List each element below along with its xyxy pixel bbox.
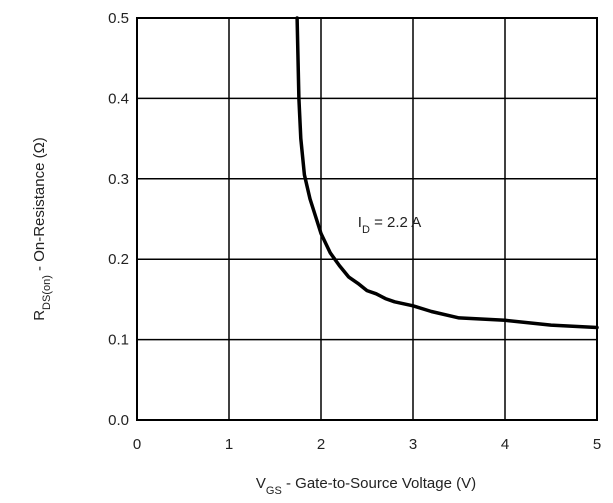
series-line — [295, 16, 599, 330]
y-tick-label: 0.3 — [108, 171, 129, 188]
y-tick-label: 0.4 — [108, 90, 129, 107]
x-tick-labels: 0 1 2 3 4 5 — [133, 436, 601, 453]
y-tick-label: 0.5 — [108, 10, 129, 27]
y-tick-labels: 0.0 0.1 0.2 0.3 0.4 0.5 — [108, 10, 129, 429]
x-tick-label: 1 — [225, 436, 233, 453]
x-tick-label: 4 — [501, 436, 509, 453]
x-axis-label: VGS - Gate-to-Source Voltage (V) — [256, 475, 476, 497]
x-tick-label: 5 — [593, 436, 601, 453]
series-layer — [295, 16, 599, 330]
x-tick-label: 2 — [317, 436, 325, 453]
y-axis-label: RDS(on) - On-Resistance (Ω) — [31, 137, 53, 321]
plot-frame — [136, 17, 598, 421]
y-tick-label: 0.1 — [108, 332, 129, 349]
annotation-label: ID = 2.2 A — [358, 214, 421, 236]
grid — [136, 17, 598, 421]
x-tick-label: 3 — [409, 436, 417, 453]
y-tick-label: 0.0 — [108, 412, 129, 429]
x-tick-label: 0 — [133, 436, 141, 453]
y-tick-label: 0.2 — [108, 251, 129, 268]
